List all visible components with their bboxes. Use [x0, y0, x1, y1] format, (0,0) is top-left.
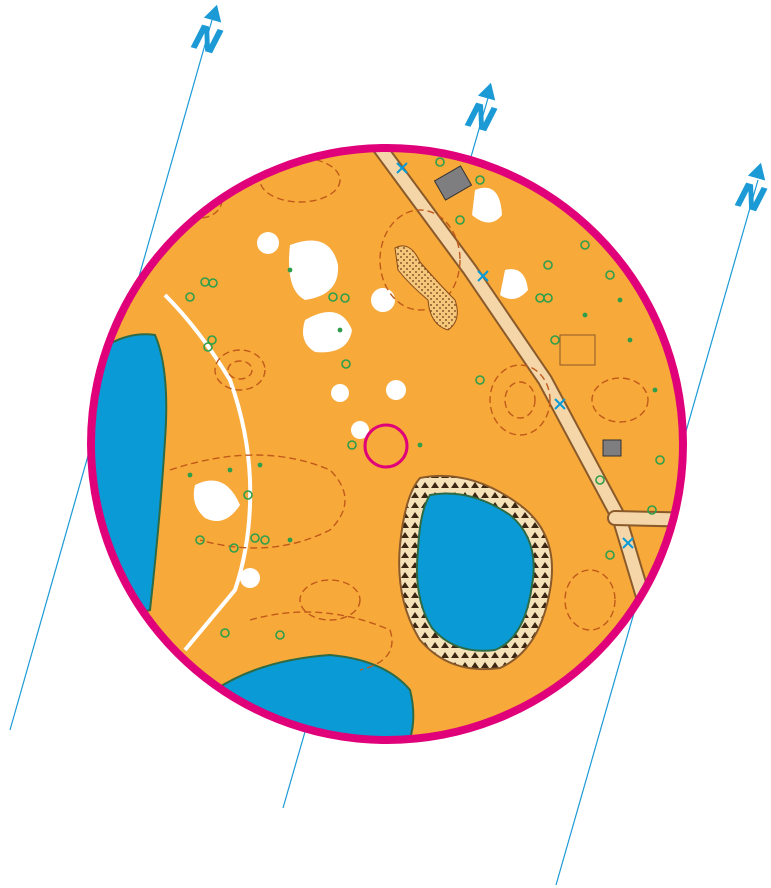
vegetation-ring — [220, 628, 230, 638]
vegetation-ring — [243, 490, 253, 500]
north-label: N — [188, 17, 226, 63]
vegetation-ring — [455, 215, 465, 225]
vegetation-ring — [328, 292, 338, 302]
vegetation-dot — [287, 267, 293, 273]
vegetation-dot — [417, 442, 423, 448]
vegetation-dot — [287, 537, 293, 543]
vegetation-dot — [337, 327, 343, 333]
water-marker-icon — [622, 537, 634, 549]
map-border-circle — [87, 144, 687, 744]
vegetation-ring — [543, 293, 553, 303]
north-arrow-icon: N — [462, 82, 500, 141]
vegetation-ring — [655, 455, 665, 465]
vegetation-ring — [550, 335, 560, 345]
vegetation-ring — [605, 270, 615, 280]
vegetation-dot — [227, 467, 233, 473]
vegetation-ring — [340, 293, 350, 303]
vegetation-ring — [580, 240, 590, 250]
buildings — [433, 165, 622, 457]
vegetation-ring — [605, 550, 615, 560]
vegetation-ring — [207, 335, 217, 345]
water-marker-icon — [554, 398, 566, 410]
vegetation-ring — [347, 440, 357, 450]
vegetation-ring — [229, 543, 239, 553]
vegetation-dot — [652, 387, 658, 393]
vegetation-ring — [475, 375, 485, 385]
vegetation-ring — [543, 260, 553, 270]
vegetation-ring — [260, 535, 270, 545]
control-circle — [363, 423, 409, 469]
vegetation-ring — [195, 535, 205, 545]
vegetation-ring — [250, 533, 260, 543]
map-excerpt — [91, 148, 683, 740]
water-features — [396, 162, 634, 549]
vegetation-dot — [617, 297, 623, 303]
vegetation-ring — [203, 342, 213, 352]
water-marker-icon — [477, 270, 489, 282]
vegetation-ring — [208, 278, 218, 288]
contour-lines — [169, 157, 649, 671]
vegetation-dot — [257, 462, 263, 468]
north-arrow-icon: N — [732, 162, 770, 221]
forest-patches — [193, 187, 528, 588]
vegetation-ring — [647, 505, 657, 515]
north-label: N — [732, 175, 770, 221]
trail — [163, 293, 253, 652]
vegetation-ring — [475, 175, 485, 185]
vegetation-dot — [627, 337, 633, 343]
vegetation-ring — [185, 292, 195, 302]
north-arrow-icon: N — [188, 4, 226, 63]
vegetation-ring — [275, 630, 285, 640]
vegetation-ring — [435, 157, 445, 167]
water-marker-icon — [396, 162, 408, 174]
vegetation-ring — [341, 359, 351, 369]
vegetation-ring — [595, 475, 605, 485]
vegetation-dot — [187, 472, 193, 478]
lake-center — [415, 492, 535, 652]
vegetation-dot — [582, 312, 588, 318]
north-label: N — [462, 95, 500, 141]
vegetation-dots — [185, 157, 665, 640]
stony-ground — [394, 245, 458, 331]
